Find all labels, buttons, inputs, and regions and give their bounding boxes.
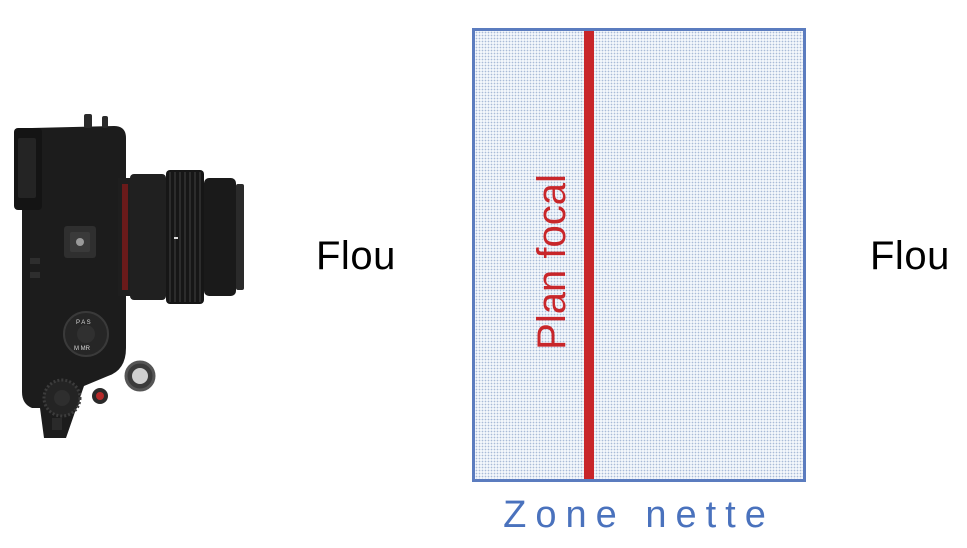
blur-label-left: Flou: [316, 234, 396, 278]
sharp-zone: [472, 28, 806, 482]
sharp-zone-label: Zone nette: [503, 494, 775, 536]
camera-icon: P A S M MR: [14, 114, 244, 438]
focal-plane-label: Plan focal: [530, 174, 574, 350]
svg-text:P A S: P A S: [76, 320, 91, 326]
focal-plane-line: [584, 31, 594, 479]
blur-label-right: Flou: [870, 234, 950, 278]
svg-text:M MR: M MR: [74, 346, 91, 352]
